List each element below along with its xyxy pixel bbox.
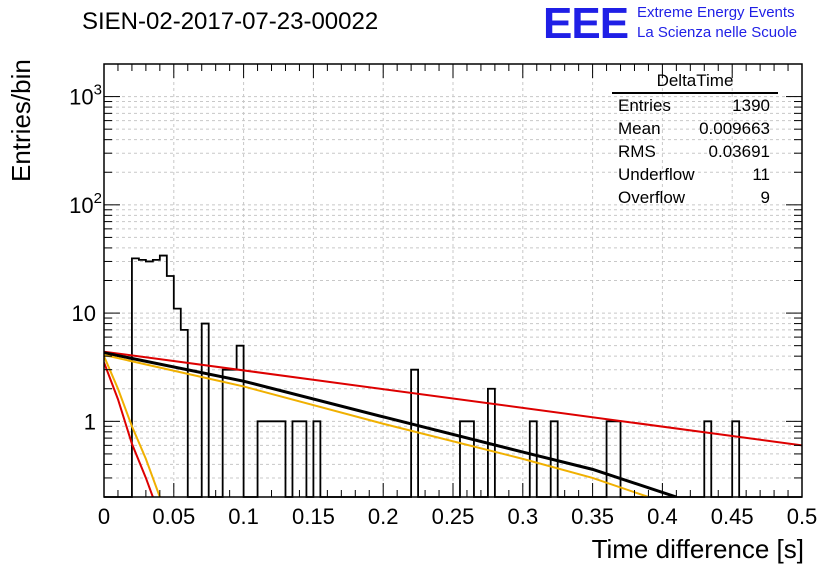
- logo-subtitle-1: Extreme Energy Events: [637, 4, 795, 21]
- logo-subtitle-2: La Scienza nelle Scuole: [637, 24, 798, 41]
- fit-line-3: [104, 362, 154, 497]
- grid: [104, 63, 802, 498]
- x-tick-label: 0.5: [787, 504, 818, 529]
- x-tick-label: 0: [98, 504, 110, 529]
- fit-line-2: [104, 354, 649, 497]
- stats-value: 11: [752, 165, 770, 184]
- run-title: SIEN-02-2017-07-23-00022: [82, 8, 379, 35]
- x-tick-label: 0.25: [432, 504, 475, 529]
- y-tick-label: 102: [69, 190, 102, 218]
- stats-row-overflow: Overflow 9: [612, 186, 778, 209]
- x-tick-label: 0.3: [508, 504, 539, 529]
- x-tick-label: 0.35: [571, 504, 614, 529]
- stats-value: 1390: [732, 96, 770, 115]
- x-tick-label: 0.4: [647, 504, 678, 529]
- stats-row-mean: Mean 0.009663: [612, 117, 778, 140]
- stats-label: RMS: [618, 142, 656, 161]
- x-tick-label: 0.45: [711, 504, 754, 529]
- y-tick-label: 103: [69, 82, 102, 110]
- x-tick-label: 0.15: [292, 504, 335, 529]
- stats-label: Mean: [618, 119, 661, 138]
- eee-logo: EEE: [543, 0, 629, 48]
- stats-value: 0.03691: [708, 142, 770, 161]
- stats-title: DeltaTime: [612, 70, 778, 94]
- fit-curves: [104, 350, 802, 497]
- fit-line-0: [104, 350, 802, 447]
- stats-label: Overflow: [618, 188, 686, 207]
- x-tick-label: 0.05: [152, 504, 195, 529]
- fit-line-1: [104, 351, 677, 497]
- stats-label: Entries: [618, 96, 671, 115]
- x-tick-label: 0.2: [368, 504, 399, 529]
- stats-value: 9: [760, 188, 770, 207]
- stats-row-rms: RMS 0.03691: [612, 140, 778, 163]
- y-tick-label: 10: [72, 301, 96, 326]
- y-axis-label: Entries/bin: [6, 59, 36, 182]
- stats-row-underflow: Underflow 11: [612, 163, 778, 186]
- axes: 0 0.05 0.1 0.15 0.2 0.25 0.3 0.35 0.4 0.45 0.5 1 10 1…: [69, 63, 818, 529]
- x-axis-label: Time difference [s]: [591, 534, 804, 564]
- stats-value: 0.009663: [699, 119, 770, 138]
- y-tick-label: 1: [84, 409, 96, 434]
- stats-label: Underflow: [618, 165, 695, 184]
- stats-row-entries: Entries 1390: [612, 94, 778, 117]
- stats-box: DeltaTime Entries 1390 Mean 0.009663 RMS 0.…: [612, 70, 778, 209]
- fit-line-4: [104, 355, 161, 497]
- x-tick-label: 0.1: [228, 504, 259, 529]
